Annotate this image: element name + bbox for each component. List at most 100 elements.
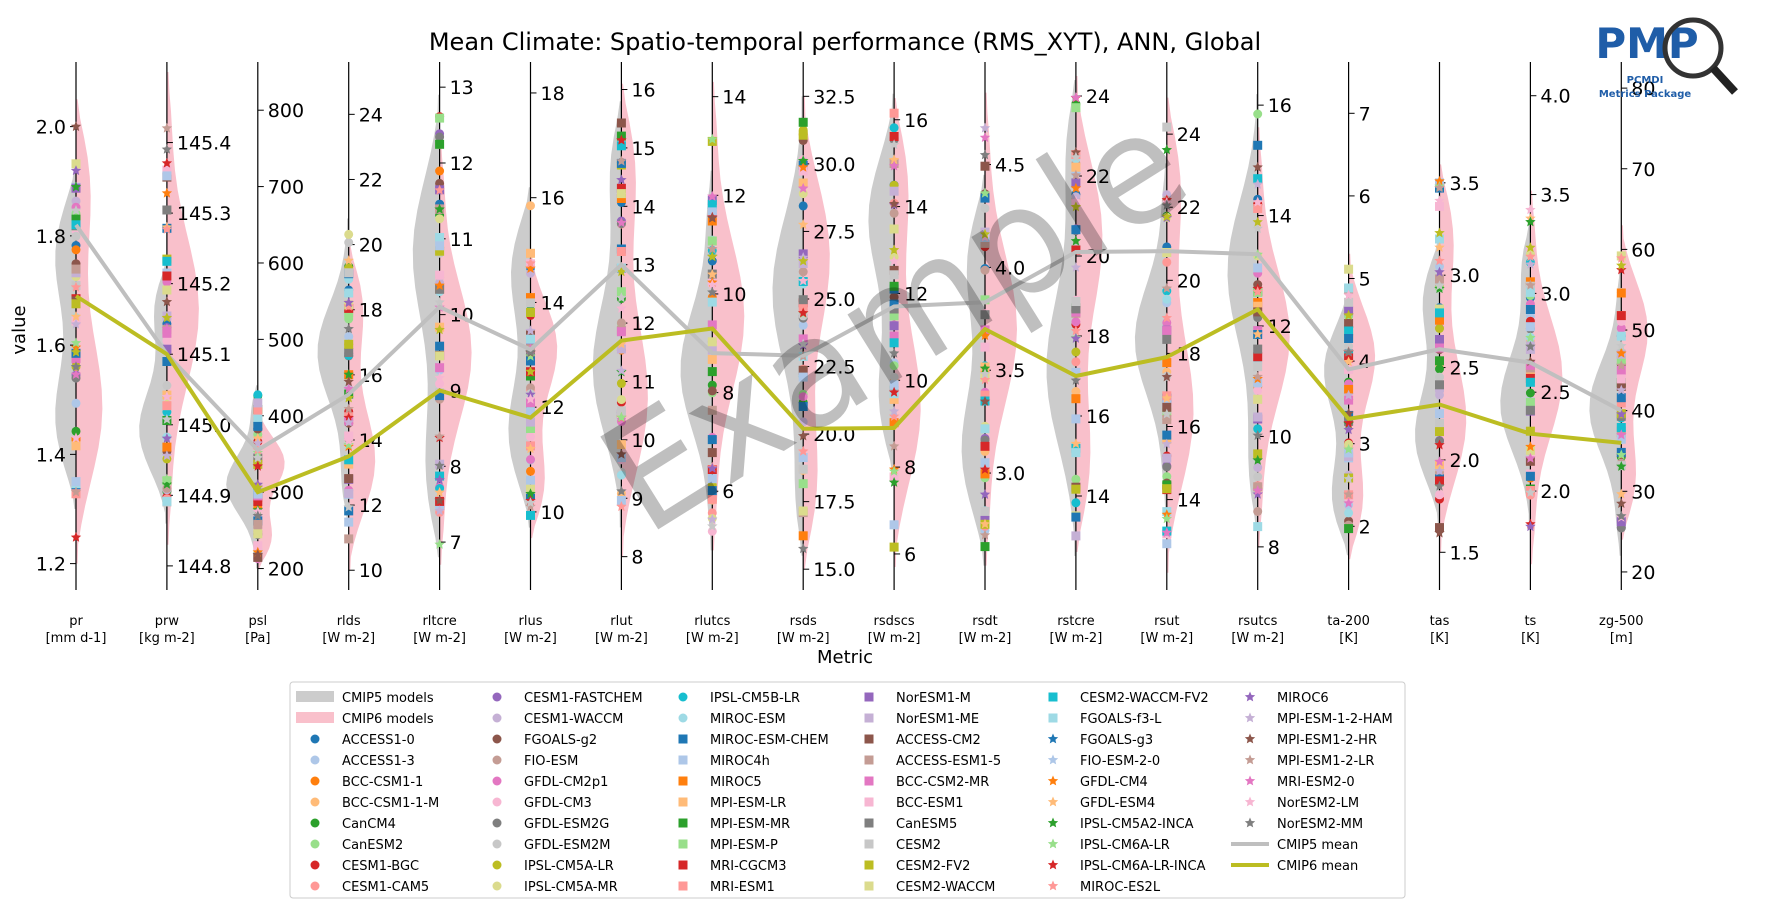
legend-label: CESM1-CAM5	[342, 880, 429, 895]
model-marker	[1070, 169, 1082, 180]
metric-unit-label: [W m-2]	[777, 631, 830, 646]
cmip5-violin-rlutcs	[680, 170, 713, 551]
model-marker	[1252, 454, 1263, 465]
model-marker	[1434, 195, 1445, 206]
model-marker	[435, 246, 445, 256]
model-marker	[1070, 151, 1082, 162]
tick-label: 6	[722, 481, 734, 503]
model-marker	[707, 520, 718, 531]
tick-label: 4.0	[1540, 86, 1570, 108]
tick-label: 14	[1268, 206, 1292, 228]
model-marker	[1525, 305, 1535, 314]
model-marker	[616, 217, 627, 228]
tick-label: 1.6	[36, 335, 66, 357]
model-marker	[162, 344, 172, 354]
model-marker	[980, 238, 990, 248]
tick-label: 16	[904, 110, 928, 132]
model-marker	[525, 443, 536, 454]
cmip6-violin-rlus	[530, 250, 558, 539]
tick-label: 2	[1359, 516, 1371, 538]
tick-label: 20	[1631, 562, 1655, 584]
tick-label: 1.2	[36, 554, 66, 576]
model-marker	[70, 531, 82, 542]
tick-label: 2.0	[1540, 481, 1570, 503]
legend-label: GFDL-CM3	[524, 796, 592, 811]
legend-swatch	[1047, 880, 1059, 891]
cmip6-violin-pr	[76, 99, 103, 564]
tick-label: 27.5	[813, 221, 855, 243]
model-marker	[1252, 485, 1263, 496]
legend-label: IPSL-CM5B-LR	[710, 691, 800, 706]
tick-label: 8	[722, 383, 734, 405]
cmip5-violin-rsutcs	[1227, 94, 1258, 531]
model-marker	[1161, 513, 1172, 524]
legend-swatch	[492, 713, 502, 723]
tick-label: 10	[722, 284, 746, 306]
model-marker	[1253, 522, 1263, 532]
model-marker	[162, 205, 172, 215]
model-marker	[707, 212, 718, 223]
tick-label: 3.5	[1450, 173, 1480, 195]
model-marker	[1071, 448, 1081, 458]
model-marker	[616, 485, 627, 496]
model-marker	[1252, 216, 1263, 227]
metric-unit-label: [Pa]	[245, 631, 270, 646]
model-marker	[1252, 430, 1263, 440]
model-marker	[343, 439, 354, 450]
model-marker	[1253, 412, 1263, 422]
metric-name-label: rltcre	[422, 614, 456, 629]
model-marker	[70, 281, 82, 292]
tick-label: 4	[1359, 351, 1371, 373]
model-marker	[525, 393, 536, 404]
model-marker	[1525, 216, 1536, 227]
legend-label: MRI-CGCM3	[710, 859, 787, 874]
tick-label: 144.8	[177, 556, 231, 578]
legend-swatch	[1244, 691, 1256, 702]
tick-label: 3.5	[995, 360, 1025, 382]
model-marker	[1343, 289, 1354, 300]
model-marker	[798, 430, 809, 441]
model-marker	[1161, 527, 1172, 538]
model-marker	[888, 347, 900, 358]
model-marker	[162, 442, 172, 452]
legend-label: NorESM2-LM	[1277, 796, 1359, 811]
model-marker	[1525, 332, 1536, 343]
legend-label: ACCESS1-3	[342, 754, 415, 769]
model-marker	[253, 406, 263, 416]
model-marker	[253, 519, 263, 529]
model-marker	[1162, 462, 1172, 472]
model-marker	[1253, 301, 1263, 311]
model-marker	[1071, 512, 1081, 522]
tick-label: 3.0	[1540, 283, 1570, 305]
model-marker	[1525, 426, 1535, 436]
metric-unit-label: [mm d-1]	[46, 631, 107, 646]
model-marker	[434, 474, 445, 485]
model-marker	[798, 365, 808, 375]
metric-unit-label: [W m-2]	[686, 631, 739, 646]
model-marker	[798, 506, 808, 516]
model-marker	[1525, 322, 1535, 332]
model-marker	[1161, 371, 1172, 382]
metric-name-label: rsut	[1154, 614, 1179, 629]
cmip5-violin-rsdscs	[868, 93, 895, 476]
model-marker	[1434, 242, 1445, 252]
magnifier-handle	[1710, 65, 1738, 95]
model-marker	[889, 281, 899, 291]
model-marker	[798, 402, 808, 411]
model-marker	[1071, 225, 1081, 235]
model-marker	[889, 208, 899, 218]
model-marker	[1344, 508, 1354, 518]
legend-label: GFDL-CM2p1	[524, 775, 608, 790]
model-marker	[343, 300, 354, 311]
metric-unit-label: [m]	[1610, 631, 1633, 646]
model-marker	[1253, 362, 1263, 372]
model-marker	[1071, 304, 1081, 314]
legend-swatch	[310, 797, 320, 807]
cmip5-violin-ta-200	[1324, 286, 1349, 556]
metric-unit-label: [W m-2]	[413, 631, 466, 646]
model-marker	[1071, 414, 1081, 424]
model-marker	[71, 231, 81, 241]
model-marker	[526, 201, 535, 211]
legend-label: IPSL-CM6A-LR	[1080, 838, 1170, 853]
model-marker	[889, 224, 899, 234]
